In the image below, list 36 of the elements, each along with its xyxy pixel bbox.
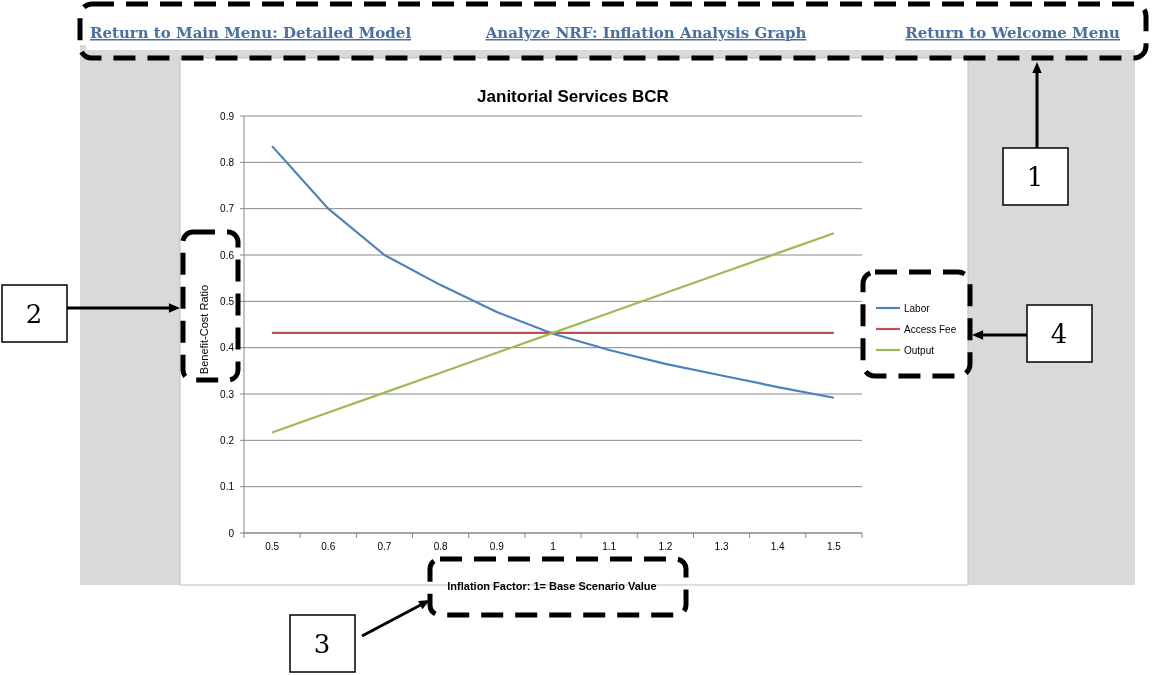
text: 2 [25,299,43,329]
legend-label: Output [904,345,935,356]
text: 1 [1026,162,1044,192]
x-axis-title: Inflation Factor: 1= Base Scenario Value [447,580,657,592]
x-tick-label: 1.2 [658,541,673,552]
line-series [270,232,836,434]
y-tick-label: 0.7 [220,203,235,215]
y-tick-label: 0.8 [220,156,235,168]
text: 4 [1050,319,1068,349]
y-axis-title: Benefit-Cost Ratio [198,284,210,375]
y-tick-label: 0 [228,527,235,539]
x-tick-label: 0.7 [377,541,392,552]
x-tick-label: 1.1 [602,541,617,552]
y-tick-label: 0.3 [220,388,235,400]
chart-title: Janitorial Services BCR [477,87,669,106]
text: 3 [313,629,331,659]
x-tick-label: 0.5 [265,541,280,552]
line-series [270,145,836,399]
x-tick-label: 0.9 [489,541,505,552]
text: Return to Welcome Menu [905,24,1121,42]
text: Return to Main Menu: Detailed Model [90,24,412,42]
text: Analyze NRF: Inflation Analysis Graph [484,24,807,42]
y-tick-label: 0.5 [220,295,235,307]
x-tick-label: 1 [550,541,557,552]
x-tick-label: 1.4 [770,541,786,552]
x-tick-label: 0.6 [321,541,336,552]
x-tick-label: 1.5 [826,541,842,552]
x-tick-label: 1.3 [714,541,729,552]
x-tick-label: 0.8 [433,541,449,552]
legend-label: Labor [904,303,931,314]
y-tick-label: 0.1 [220,481,235,493]
y-tick-label: 0.2 [220,434,235,446]
legend-label: Access Fee [904,324,957,335]
y-tick-label: 0.6 [220,249,235,261]
y-tick-label: 0.4 [220,342,235,354]
y-tick-label: 0.9 [220,110,235,122]
